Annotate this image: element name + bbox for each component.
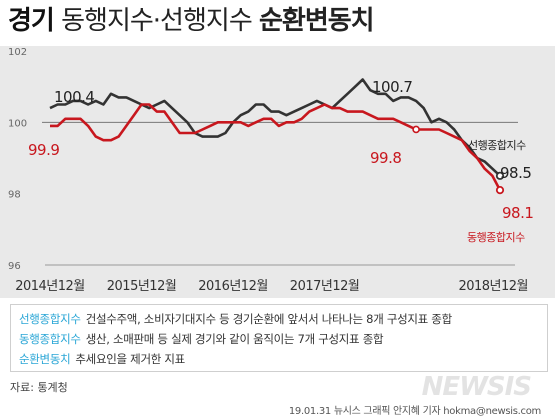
legend-row-cyclical: 순환변동치 추세요인을 제거한 지표 — [19, 351, 185, 367]
leading-series-name: 선행종합지수 — [468, 139, 526, 152]
x-tick-label: 2014년12월 — [15, 279, 85, 294]
page-title: 경기 동행지수·선행지수 순환변동치 — [8, 2, 375, 40]
legend-term: 선행종합지수 — [19, 312, 81, 326]
legend-desc: 건설수주액, 소비자기대지수 등 경기순환에 앞서서 나타나는 8개 구성지표 … — [85, 312, 452, 326]
legend-desc: 생산, 소매판매 등 실제 경기와 같이 움직이는 7개 구성지표 종합 — [85, 332, 384, 346]
x-tick-label: 2016년12월 — [198, 279, 268, 294]
credit-line: 19.01.31 뉴시스 그래픽 안지혜 기자 hokma@newsis.com — [288, 406, 541, 417]
y-tick-label: 102 — [8, 47, 27, 58]
title-bold: 경기 — [8, 6, 55, 36]
coincident-start-label: 99.9 — [28, 141, 59, 159]
x-tick-label: 2018년12월 — [458, 279, 528, 294]
legend-term: 순환변동치 — [19, 352, 71, 366]
legend-row-leading: 선행종합지수 건설수주액, 소비자기대지수 등 경기순환에 앞서서 나타나는 8개… — [19, 311, 452, 327]
x-tick-label: 2017년12월 — [290, 279, 360, 294]
legend-term: 동행종합지수 — [19, 332, 81, 346]
source-note: 자료: 통계청 — [10, 381, 68, 394]
legend-row-coincident: 동행종합지수 생산, 소매판매 등 실제 경기와 같이 움직이는 7개 구성지표 … — [19, 331, 384, 347]
coincident-series-name: 동행종합지수 — [467, 231, 525, 244]
leading-peak-label: 100.7 — [372, 78, 412, 96]
title-end: 순환변동치 — [259, 6, 375, 36]
leading-end-marker — [495, 171, 505, 180]
coincident-index-line — [50, 103, 502, 191]
y-tick-label: 100 — [8, 118, 27, 129]
coincident-end-marker — [495, 186, 505, 195]
coincident-mid-label: 99.8 — [370, 149, 401, 167]
y-tick-label: 96 — [8, 261, 21, 272]
chart-background — [0, 46, 555, 298]
legend-desc: 추세요인을 제거한 지표 — [75, 352, 185, 366]
newsis-watermark: NEWSIS — [421, 372, 532, 402]
coincident-mid-marker — [412, 125, 420, 134]
leading-end-label: 98.5 — [500, 164, 531, 182]
coincident-end-label: 98.1 — [502, 204, 533, 222]
title-mid: 동행지수·선행지수 — [61, 6, 253, 36]
legend-box: 선행종합지수 건설수주액, 소비자기대지수 등 경기순환에 앞서서 나타나는 8개… — [10, 304, 548, 372]
x-tick-label: 2015년12월 — [107, 279, 177, 294]
chart: 102 100 98 96 2014년12월 2015년12월 2016년12월 2017년1… — [8, 47, 534, 294]
leading-index-line — [49, 78, 501, 177]
y-tick-label: 98 — [8, 190, 21, 201]
leading-start-label: 100.4 — [54, 88, 94, 106]
